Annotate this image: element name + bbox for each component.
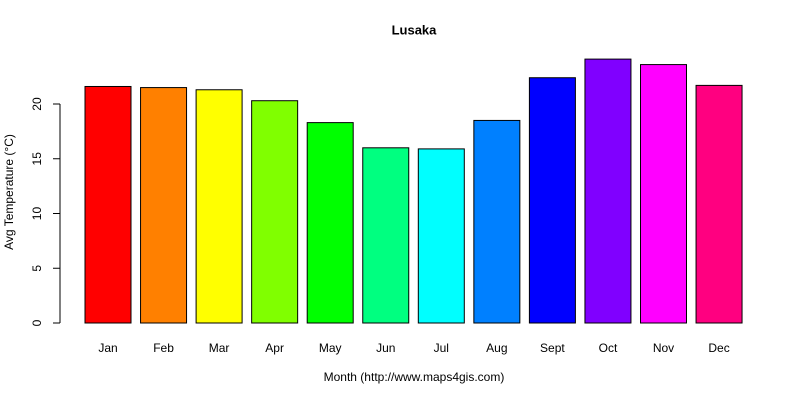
x-tick-label: Dec (708, 341, 729, 355)
bar (251, 100, 299, 324)
x-tick-label: Aug (486, 341, 507, 355)
bar (473, 119, 521, 324)
x-tick-label: Apr (265, 341, 284, 355)
x-tick-label: Oct (599, 341, 618, 355)
chart-title: Lusaka (392, 22, 438, 37)
bar (584, 58, 632, 324)
x-axis-title: Month (http://www.maps4gis.com) (324, 370, 505, 384)
x-tick-label: Jan (98, 341, 117, 355)
x-tick-label: Nov (653, 341, 674, 355)
y-axis-title: Avg Temperature (°C) (2, 134, 16, 250)
y-tick-label: 20 (30, 97, 44, 111)
bar (695, 84, 743, 324)
bar (362, 147, 410, 324)
x-tick-label: May (319, 341, 342, 355)
y-tick-label: 0 (30, 319, 44, 326)
y-tick-label: 15 (30, 152, 44, 166)
bar (640, 64, 687, 324)
x-tick-label: Sept (540, 341, 565, 355)
bar (528, 77, 576, 324)
y-tick-label: 5 (30, 265, 44, 272)
bar (140, 87, 188, 324)
bar (84, 85, 132, 324)
bar (417, 148, 465, 324)
bar (306, 122, 354, 324)
x-tick-label: Jun (376, 341, 395, 355)
bar (195, 89, 243, 324)
x-tick-label: Mar (209, 341, 230, 355)
x-tick-label: Jul (434, 341, 449, 355)
x-tick-label: Feb (153, 341, 174, 355)
y-tick-label: 10 (30, 207, 44, 221)
